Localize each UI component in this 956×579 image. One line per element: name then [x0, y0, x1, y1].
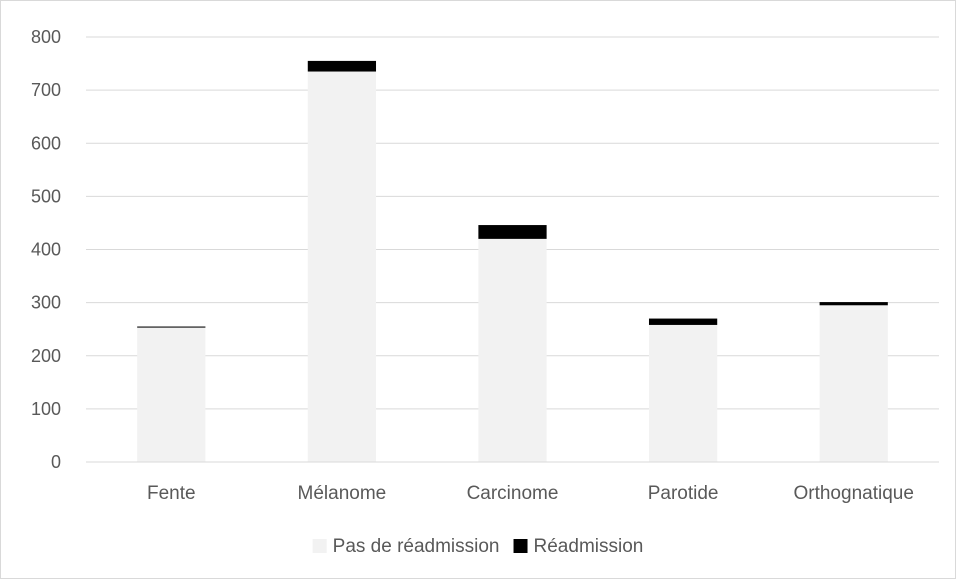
- legend-item-pas-de-readmission: Pas de réadmission: [312, 536, 500, 557]
- bar-parotide-readmission: [648, 318, 718, 325]
- legend-label-readmission: Réadmission: [534, 536, 644, 557]
- y-tick-label-700: 700: [31, 80, 61, 100]
- bar-orthognatique-pas-de-readmission: [819, 305, 888, 462]
- x-axis-category-labels: Fente Mélanome Carcinome Parotide Orthognati…: [147, 483, 914, 504]
- y-tick-label-400: 400: [31, 240, 61, 260]
- legend: Pas de réadmission Réadmission: [312, 536, 644, 557]
- y-tick-label-500: 500: [31, 186, 61, 206]
- bar-melanome-pas-de-readmission: [307, 71, 377, 462]
- legend-label-pas-de-readmission: Pas de réadmission: [333, 536, 500, 557]
- legend-item-readmission: Réadmission: [513, 536, 644, 557]
- y-tick-label-300: 300: [31, 293, 61, 313]
- bar-fente-readmission: [137, 326, 206, 328]
- legend-swatch-pas-de-readmission: [312, 539, 327, 553]
- bar-fente-pas-de-readmission: [137, 327, 206, 462]
- x-category-label-fente: Fente: [147, 483, 196, 504]
- x-category-label-melanome: Mélanome: [298, 483, 387, 504]
- bar-melanome-readmission: [307, 60, 377, 72]
- x-category-label-carcinome: Carcinome: [467, 483, 559, 504]
- y-tick-label-200: 200: [31, 346, 61, 366]
- bar-parotide-pas-de-readmission: [648, 324, 718, 462]
- legend-swatch-readmission: [513, 539, 528, 553]
- y-tick-label-0: 0: [51, 452, 61, 472]
- y-tick-label-600: 600: [31, 133, 61, 153]
- bar-carcinome-pas-de-readmission: [478, 238, 547, 462]
- y-axis-tick-labels: 0 100 200 300 400 500 600 700 800: [31, 27, 61, 472]
- y-tick-label-100: 100: [31, 399, 61, 419]
- bars: [137, 60, 888, 462]
- bar-carcinome-readmission: [478, 225, 547, 239]
- y-tick-label-800: 800: [31, 27, 61, 47]
- bar-orthognatique-readmission: [819, 302, 888, 306]
- x-category-label-parotide: Parotide: [648, 483, 719, 504]
- x-category-label-orthognatique: Orthognatique: [793, 483, 913, 504]
